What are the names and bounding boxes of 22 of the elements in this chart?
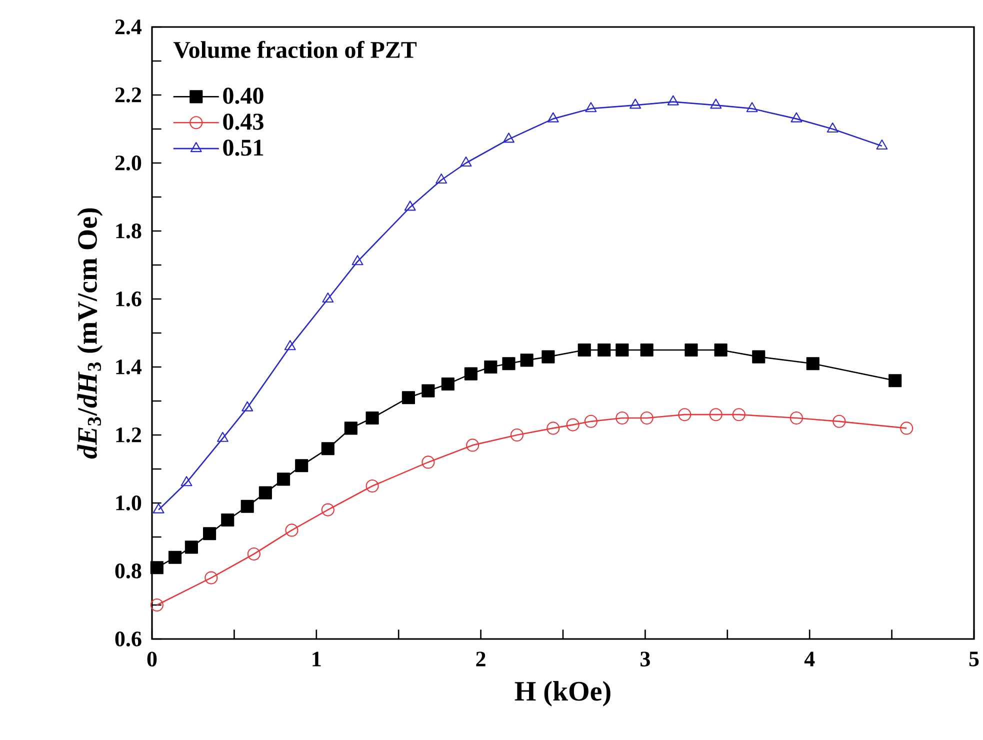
x-tick-label: 4 bbox=[804, 652, 815, 666]
legend-title: Volume fraction of PZT bbox=[173, 40, 417, 58]
legend-label: 0.51 bbox=[223, 140, 263, 156]
y-tick-label: 0.6 bbox=[115, 632, 142, 646]
y-tick-label: 1.0 bbox=[116, 496, 142, 510]
x-axis-title: H (kOe) bbox=[514, 681, 610, 706]
x-tick-label: 1 bbox=[312, 652, 321, 666]
legend-label: 0.43 bbox=[223, 114, 264, 130]
x-tick-label: 5 bbox=[969, 652, 979, 666]
y-tick-label: 0.8 bbox=[115, 564, 142, 578]
y-tick-label: 2.4 bbox=[115, 20, 142, 34]
x-tick-label: 3 bbox=[640, 652, 650, 666]
legend-label: 0.40 bbox=[223, 88, 264, 104]
y-tick-label: 2.0 bbox=[115, 156, 142, 170]
x-tick-label: 0 bbox=[147, 652, 157, 667]
y-tick-label: 1.6 bbox=[116, 292, 142, 306]
y-tick-label: 1.4 bbox=[116, 360, 142, 374]
y-tick-label: 1.2 bbox=[116, 428, 142, 442]
y-tick-label: 1.8 bbox=[116, 224, 142, 238]
x-tick-label: 2 bbox=[476, 652, 486, 666]
y-axis-title: dE$_{3}$/dH$_{3}$ (mV/cm Oe) bbox=[77, 208, 103, 459]
y-tick-label: 2.2 bbox=[115, 88, 142, 102]
